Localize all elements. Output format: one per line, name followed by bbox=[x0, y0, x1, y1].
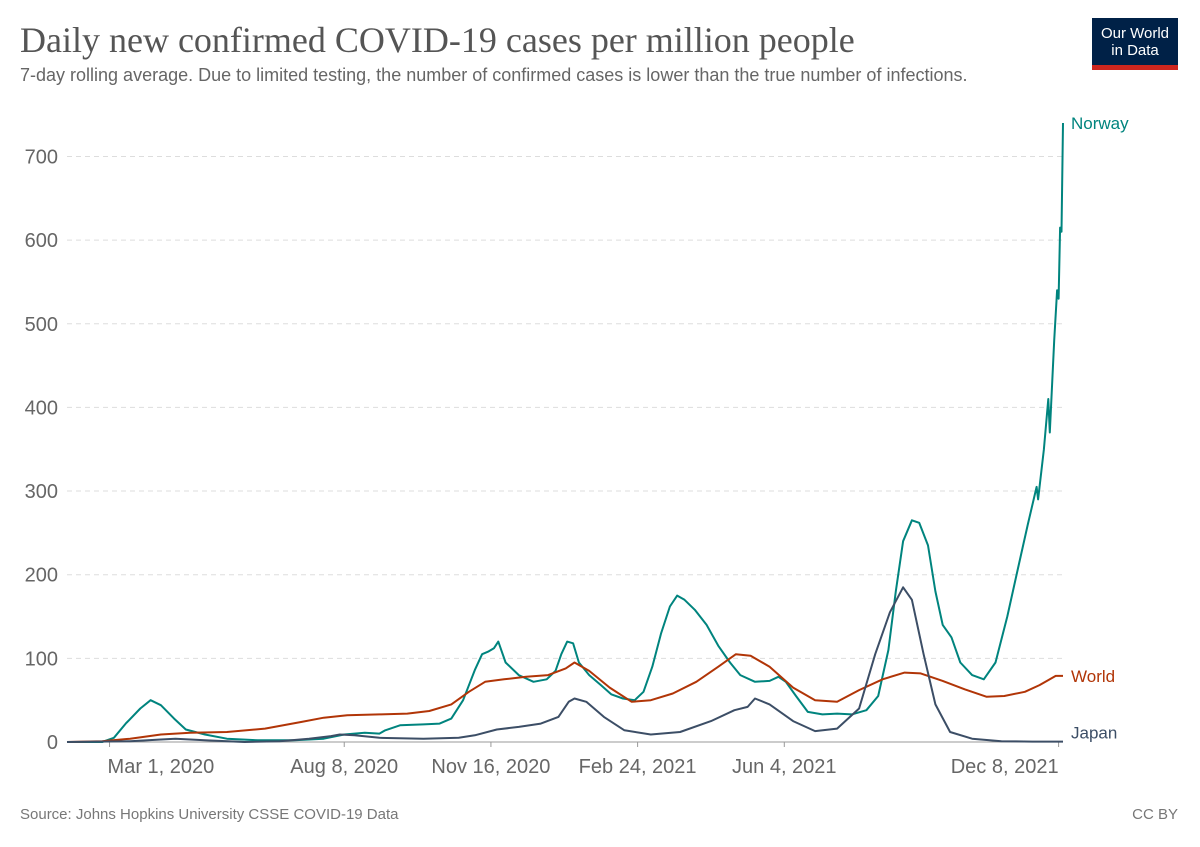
y-tick-label: 300 bbox=[25, 481, 58, 503]
x-tick-label: Dec 8, 2021 bbox=[951, 756, 1059, 778]
series-label-japan: Japan bbox=[1071, 724, 1117, 743]
x-tick-label: Jun 4, 2021 bbox=[732, 756, 837, 778]
owid-logo[interactable]: Our World in Data bbox=[1092, 18, 1178, 70]
y-tick-label: 200 bbox=[25, 565, 58, 587]
series-line-japan bbox=[66, 586, 1063, 743]
x-tick-label: Feb 24, 2021 bbox=[579, 756, 697, 778]
series-lines bbox=[66, 122, 1064, 743]
chart-subtitle: 7-day rolling average. Due to limited te… bbox=[20, 65, 968, 85]
y-tick-label: 600 bbox=[25, 230, 58, 252]
y-tick-label: 0 bbox=[47, 732, 58, 754]
gridlines bbox=[67, 155, 1063, 659]
source-note[interactable]: Source: Johns Hopkins University CSSE CO… bbox=[20, 806, 399, 823]
logo-line-2: in Data bbox=[1111, 42, 1159, 59]
chart-title: Daily new confirmed COVID-19 cases per m… bbox=[20, 20, 855, 60]
series-labels: Norway World Japan bbox=[1071, 114, 1129, 743]
logo-line-1: Our World bbox=[1100, 25, 1170, 42]
series-label-norway: Norway bbox=[1071, 114, 1129, 133]
y-tick-label: 500 bbox=[25, 314, 58, 336]
series-line-norway bbox=[67, 122, 1064, 743]
x-tick-label: Mar 1, 2020 bbox=[108, 756, 215, 778]
y-tick-label: 700 bbox=[25, 146, 58, 168]
series-label-world: World bbox=[1071, 667, 1115, 686]
license-link[interactable]: CC BY bbox=[1132, 806, 1178, 823]
y-tick-label: 100 bbox=[25, 648, 58, 670]
x-tick-label: Nov 16, 2020 bbox=[431, 756, 550, 778]
x-axis: Mar 1, 2020 Aug 8, 2020 Nov 16, 2020 Feb 24… bbox=[67, 741, 1063, 778]
y-tick-label: 400 bbox=[25, 397, 58, 419]
series-line-world bbox=[66, 653, 1063, 743]
y-axis-ticks: 0 100 200 300 400 500 600 700 bbox=[25, 146, 58, 754]
x-tick-label: Aug 8, 2020 bbox=[290, 756, 398, 778]
